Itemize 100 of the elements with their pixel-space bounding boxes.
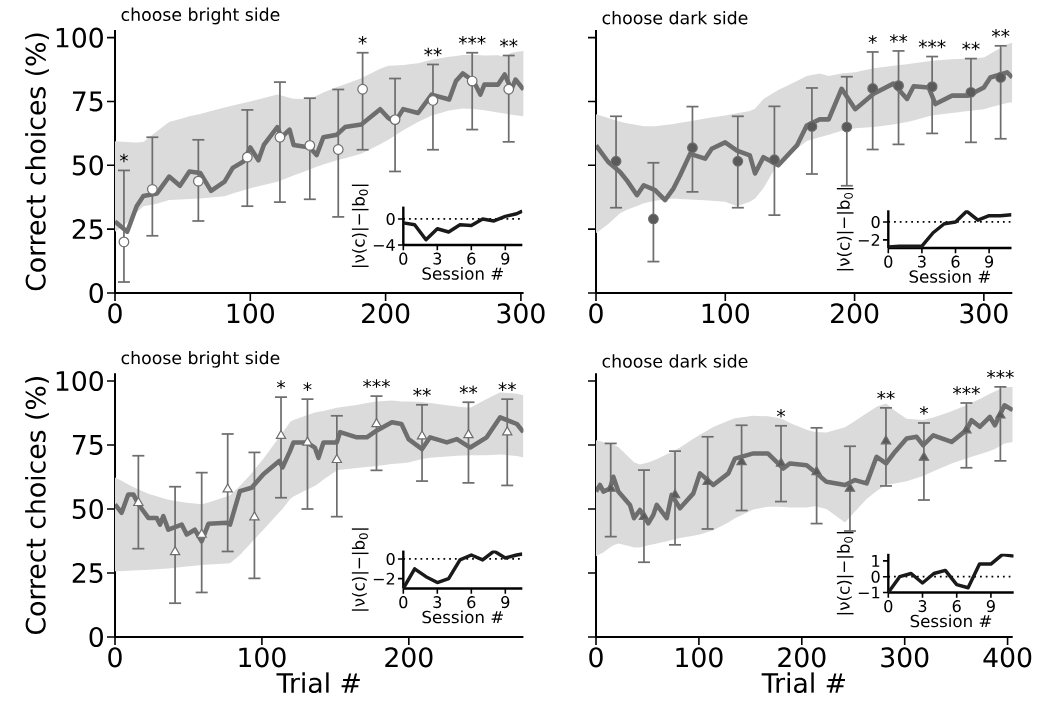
x-tick-label: 400 — [983, 647, 1032, 668]
x-axis-title: Trial # — [761, 672, 845, 694]
point — [880, 435, 892, 445]
annotation: ** — [424, 47, 442, 57]
point — [371, 418, 382, 428]
y-tick-label: 25 — [72, 562, 103, 584]
point — [222, 483, 233, 493]
x-tick-label: 100 — [239, 647, 286, 668]
point — [133, 496, 144, 507]
x-axis-title: Session # — [422, 610, 503, 624]
point — [965, 86, 977, 98]
point — [687, 142, 698, 154]
point — [118, 236, 130, 248]
x-tick-label: 6 — [952, 600, 961, 613]
y-axis-title: |ν(c)|−|b$_{0}$| — [351, 528, 369, 611]
y-tick-label: 75 — [73, 435, 103, 455]
y-tick-label: 50 — [72, 498, 103, 520]
x-axis-title: Session # — [422, 266, 503, 280]
annotation: * — [868, 35, 877, 44]
point — [503, 83, 515, 95]
point — [926, 81, 938, 93]
y-tick-label: 0 — [871, 570, 880, 583]
chart-title: choose dark side — [602, 10, 748, 25]
y-axis-title: |ν(c)|−|b$_{0}$| — [351, 184, 369, 267]
x-tick-label: 3 — [433, 596, 442, 609]
point — [241, 151, 253, 163]
y-tick-label: −1 — [858, 586, 880, 599]
x-tick-label: 200 — [385, 647, 433, 668]
line-series — [403, 209, 523, 242]
x-tick-label: 9 — [986, 600, 995, 613]
y-tick-label: 0 — [89, 282, 103, 304]
y-tick-label: 0 — [871, 215, 880, 229]
x-axis-title: Trial # — [276, 672, 360, 694]
y-tick-label: 0 — [89, 626, 103, 648]
point — [146, 183, 158, 195]
y-axis-title: Correct choices (%) — [25, 33, 49, 291]
annotation: *** — [458, 35, 486, 45]
annotation: ** — [499, 38, 518, 48]
y-axis-title: |ν(c)|−|b$_{0}$| — [836, 187, 854, 271]
point — [196, 528, 207, 538]
point — [304, 140, 316, 151]
x-tick-label: 3 — [918, 600, 927, 613]
y-tick-label: 100 — [56, 370, 103, 392]
annotation: *** — [918, 39, 946, 49]
annotation: * — [119, 153, 129, 163]
annotation: * — [303, 382, 312, 391]
x-tick-label: 0 — [884, 255, 893, 268]
x-tick-label: 0 — [399, 252, 408, 265]
y-tick-label: 0 — [386, 212, 395, 226]
point — [995, 409, 1006, 419]
y-axis-title: |ν(c)|−|b$_{0}$| — [836, 531, 854, 615]
x-tick-label: 6 — [951, 255, 960, 268]
annotation: * — [358, 35, 367, 45]
x-tick-label: 300 — [497, 303, 545, 324]
x-tick-label: 0 — [399, 596, 408, 609]
x-tick-label: 200 — [362, 303, 410, 324]
point — [610, 155, 622, 167]
x-tick-label: 6 — [467, 252, 476, 265]
annotation: * — [919, 406, 929, 415]
y-axis-title: Correct choices (%) — [25, 377, 49, 634]
point — [332, 144, 344, 155]
point — [466, 75, 478, 87]
chart-title: choose bright side — [121, 350, 280, 368]
x-tick-label: 100 — [227, 303, 274, 324]
annotation: ** — [498, 382, 517, 391]
annotation: * — [276, 380, 286, 389]
point — [427, 95, 439, 106]
y-tick-label: 100 — [56, 27, 103, 48]
x-tick-label: 0 — [108, 303, 122, 324]
annotation: ** — [991, 29, 1010, 38]
annotation: ** — [962, 41, 980, 51]
x-tick-label: 300 — [881, 647, 929, 668]
point — [893, 80, 904, 92]
point — [274, 131, 286, 143]
x-tick-label: 3 — [433, 252, 442, 265]
y-tick-label: −2 — [373, 572, 395, 585]
point — [331, 453, 343, 464]
x-tick-label: 100 — [676, 647, 723, 668]
point — [357, 83, 368, 95]
x-tick-label: 9 — [501, 252, 510, 265]
y-tick-label: 50 — [72, 155, 103, 176]
point — [995, 72, 1007, 83]
point — [249, 511, 260, 521]
x-tick-label: 6 — [467, 596, 476, 609]
point — [389, 114, 401, 126]
y-tick-label: 0 — [386, 552, 395, 566]
point — [638, 510, 650, 520]
x-tick-label: 9 — [985, 255, 994, 268]
point — [918, 451, 930, 461]
point — [192, 175, 204, 187]
chart-title: choose bright side — [121, 7, 280, 25]
point — [648, 213, 659, 225]
x-axis-title: Session # — [910, 614, 992, 628]
annotation: *** — [363, 379, 390, 388]
x-tick-label: 3 — [918, 255, 926, 268]
x-tick-label: 9 — [501, 596, 510, 609]
point — [463, 429, 474, 439]
point — [275, 429, 287, 440]
chart-title: choose dark side — [602, 354, 748, 368]
x-tick-label: 200 — [831, 303, 879, 324]
